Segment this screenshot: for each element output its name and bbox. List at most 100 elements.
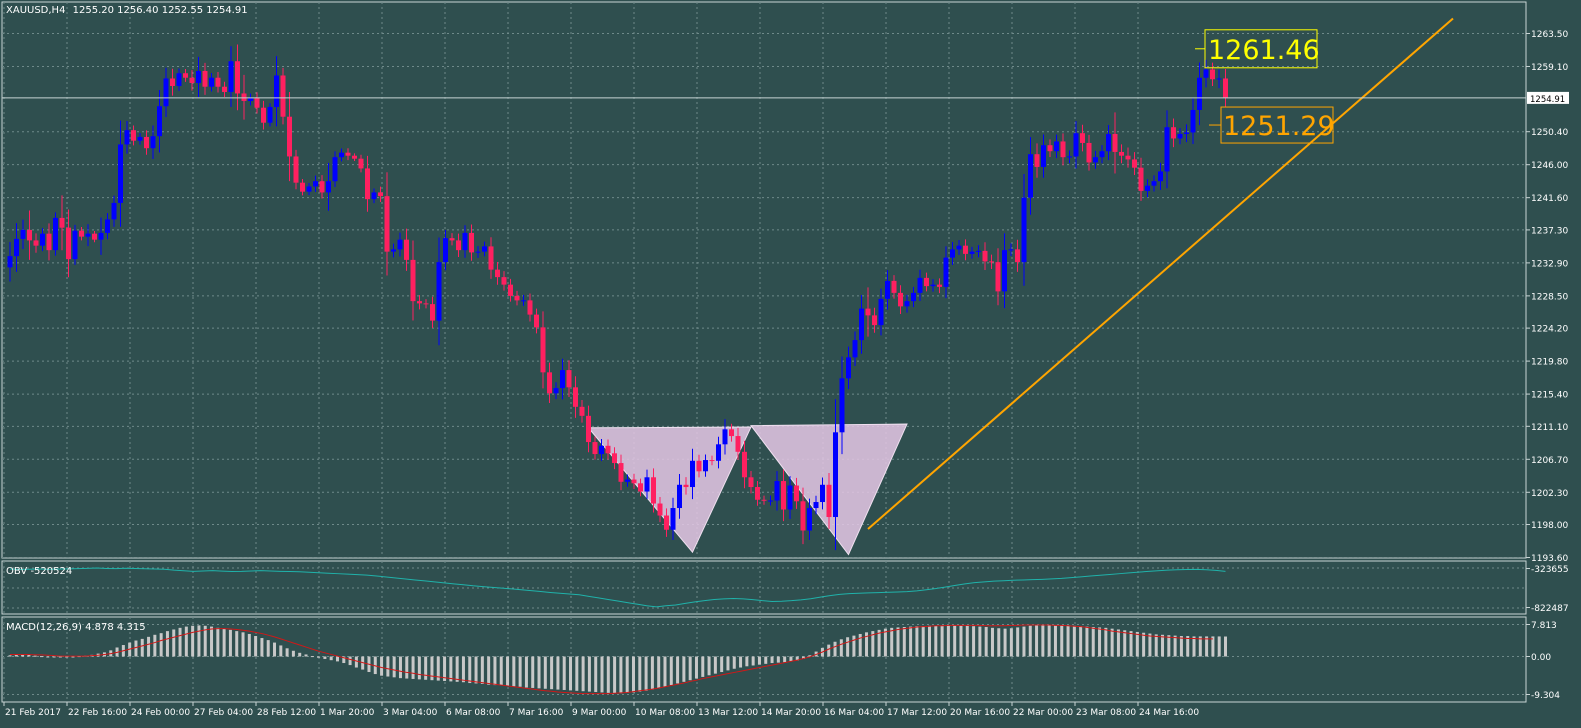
candle-bull [53,217,58,251]
macd-bar [33,655,37,657]
candle-bull [813,502,819,509]
macd-bar [965,625,969,657]
macd-bar [474,656,478,684]
trendline[interactable] [867,17,1454,530]
obv-tick-label: -822487 [1531,604,1569,614]
candle-bear [300,182,305,192]
candle-bear [826,484,832,518]
candle-bear [612,453,617,464]
macd-bar [1198,636,1202,657]
candle-bull [560,370,565,389]
macd-bar [203,625,207,657]
candle-bull [462,232,468,251]
candle-bear [1080,133,1085,143]
candle-bear [982,250,988,262]
candle-bear [508,284,513,296]
price-panel[interactable]: XAUUSD,H4 1255.20 1256.40 1252.55 1254.9… [1,1,1569,564]
macd-bar [436,656,440,681]
time-tick-label: 20 Mar 16:00 [950,708,1010,718]
candle-bull [20,229,26,239]
candle-bear [1086,142,1092,163]
candle-bear [800,501,806,531]
candle-bear [898,292,903,307]
time-tick-label: 22 Mar 00:00 [1013,708,1073,718]
macd-bar [1041,624,1045,657]
price-tick-label: 1193.60 [1531,554,1568,564]
candle-bear [547,372,552,394]
macd-bar [827,644,831,657]
macd-bar [606,656,610,693]
macd-bar [865,632,869,657]
macd-histogram [8,624,1227,694]
candle-bear [501,277,507,285]
macd-bar [140,638,144,657]
macd-bar [468,656,472,684]
macd-bar [833,641,837,657]
macd-bar [1060,625,1064,657]
macd-bar [386,656,390,677]
macd-bar [1016,627,1020,657]
time-tick-label: 27 Feb 04:00 [194,708,253,718]
candle-bear [891,280,897,293]
candle-bear [469,232,474,253]
macd-bar [222,628,226,657]
macd-bar [291,650,295,657]
annotation-box-trend [1220,106,1334,144]
candle-bear [605,445,611,454]
time-tick-label: 7 Mar 16:00 [509,708,564,718]
time-tick-label: 24 Mar 16:00 [1139,708,1199,718]
macd-bar [638,656,642,692]
candle-bull [1145,185,1150,191]
macd-bar [417,656,421,680]
candle-bear [170,78,175,86]
candle-bear [748,477,754,488]
candle-bull [397,239,403,250]
macd-bar [631,656,635,693]
macd-bar [953,625,957,657]
time-tick-label: 10 Mar 08:00 [635,708,695,718]
candle-bull [228,61,234,92]
price-tick-label: 1219.80 [1531,358,1568,368]
macd-bar [310,656,314,658]
macd-bar [71,656,75,658]
candle-bull [332,157,338,182]
macd-bar [398,656,402,679]
candle-bear [423,303,429,305]
macd-tick-label: -9.304 [1531,691,1560,701]
macd-bar [556,656,560,690]
obv-panel[interactable]: OBV -520524 -323655 -822487 [1,560,1569,615]
macd-bar [802,656,806,659]
candle-bull [157,106,162,137]
macd-bar [27,654,31,657]
macd-bar [1066,625,1070,657]
time-tick-label: 23 Mar 08:00 [1076,708,1136,718]
macd-bar [732,656,736,669]
macd-bar [1192,636,1196,657]
candle-bull [267,106,273,123]
macd-signal-line [10,624,1213,695]
macd-bar [1110,628,1114,657]
macd-bar [153,634,157,657]
candle-bull [371,192,377,200]
candle-bull [391,249,396,252]
macd-panel[interactable]: MACD(12,26,9) 4.878 4.315 7.813 0.00 -9.30… [1,616,1560,703]
candle-bear [638,483,643,492]
macd-bar [757,656,761,665]
macd-bar [449,656,453,682]
candle-bear [66,227,71,260]
macd-bar [1003,628,1007,657]
candle-bear [144,136,149,149]
candle-bull [1203,69,1209,78]
candle-bull [787,485,793,510]
candle-bull [7,256,13,268]
candle-bull [1164,127,1170,172]
macd-bar [682,656,686,682]
macd-bar [380,656,384,676]
macd-bar [1161,634,1165,657]
macd-bar [178,627,182,657]
macd-bar [1053,624,1057,657]
time-tick-label: 3 Mar 04:00 [383,708,438,718]
candle-bull [917,277,923,293]
candle-bull [248,97,253,101]
